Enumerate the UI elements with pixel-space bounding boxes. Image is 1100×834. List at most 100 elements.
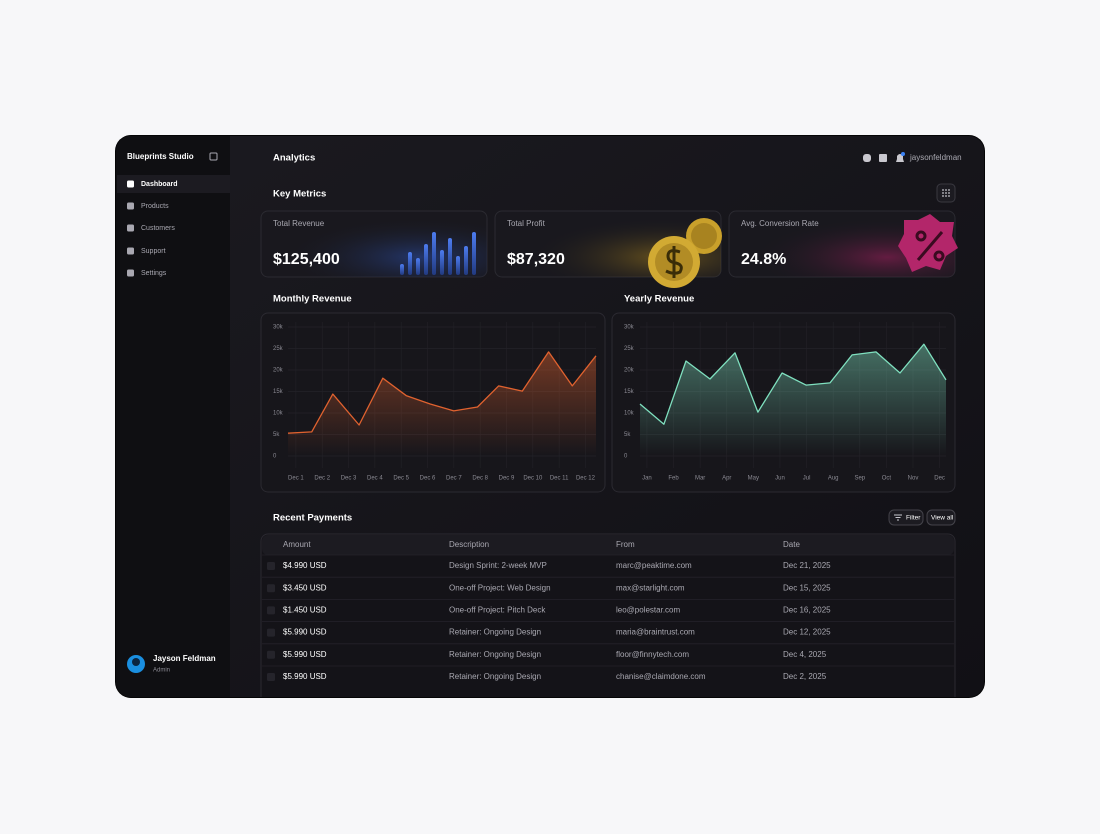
column-header: Date <box>783 540 800 549</box>
x-tick-label: Dec 11 <box>550 476 569 482</box>
page-title: Analytics <box>273 153 315 164</box>
table-cell: Retainer: Ongoing Design <box>449 628 541 637</box>
brand: Blueprints Studio <box>127 152 194 161</box>
view-all-button[interactable] <box>926 509 956 526</box>
area-line <box>639 343 947 425</box>
y-tick-label: 0 <box>624 454 628 460</box>
x-tick-label: Dec <box>934 476 945 482</box>
y-tick-label: 25k <box>273 346 284 352</box>
x-tick-label: Dec 6 <box>420 476 436 482</box>
table-cell: $5.990 USD <box>283 672 327 681</box>
table-cell: $5.990 USD <box>283 628 327 637</box>
nav-item[interactable]: Products <box>141 203 169 210</box>
table-cell: Dec 12, 2025 <box>783 628 831 637</box>
x-tick-label: Dec 4 <box>367 476 383 482</box>
section-title: Key Metrics <box>273 189 326 200</box>
table-cell: floor@finnytech.com <box>616 650 689 659</box>
nav-icon <box>127 247 134 255</box>
filter-label[interactable]: Filter <box>906 515 921 522</box>
area-fill <box>640 344 946 456</box>
chart-title: Yearly Revenue <box>624 294 694 305</box>
x-tick-label: Nov <box>908 476 919 482</box>
y-tick-label: 0 <box>273 454 277 460</box>
x-tick-label: Feb <box>668 476 679 482</box>
column-header: From <box>616 540 635 549</box>
x-tick-label: Aug <box>828 476 839 482</box>
notification-dot <box>901 152 905 156</box>
revenue-icon <box>400 232 476 275</box>
user-name: Jayson Feldman <box>153 654 216 663</box>
y-tick-label: 15k <box>273 389 284 395</box>
x-tick-label: Dec 10 <box>523 476 543 482</box>
table-cell: Dec 16, 2025 <box>783 606 831 615</box>
y-tick-label: 5k <box>624 432 631 438</box>
y-tick-label: 30k <box>624 325 635 331</box>
x-tick-label: Dec 8 <box>472 476 488 482</box>
calendar-icon[interactable] <box>879 154 887 162</box>
x-tick-label: Jul <box>803 476 811 482</box>
percent-icon <box>898 214 958 272</box>
y-tick-label: 15k <box>624 389 635 395</box>
avatar-face <box>132 658 140 666</box>
table-cell: Retainer: Ongoing Design <box>449 650 541 659</box>
area-fill <box>288 351 596 456</box>
chart-title: Monthly Revenue <box>273 294 352 305</box>
nav-item[interactable]: Settings <box>141 270 167 277</box>
y-tick-label: 30k <box>273 325 284 331</box>
nav-item[interactable]: Support <box>141 248 166 255</box>
table-cell: One-off Project: Pitch Deck <box>449 606 546 615</box>
nav-icon <box>127 180 134 188</box>
x-tick-label: Oct <box>882 476 892 482</box>
table-cell: maria@braintrust.com <box>616 628 695 637</box>
y-tick-label: 5k <box>273 432 280 438</box>
section-title: Recent Payments <box>273 513 352 524</box>
metric-value: $125,400 <box>273 251 340 268</box>
x-tick-label: Dec 5 <box>393 476 409 482</box>
y-tick-label: 10k <box>273 411 284 417</box>
filter-icon <box>894 514 902 521</box>
metric-value: 24.8% <box>741 251 786 268</box>
x-tick-label: Sep <box>854 476 865 482</box>
table-cell: $1.450 USD <box>283 606 327 615</box>
bell-icon[interactable] <box>896 154 904 162</box>
grid-icon <box>942 189 950 197</box>
row-checkbox[interactable] <box>267 673 275 681</box>
table-cell: One-off Project: Web Design <box>449 583 551 592</box>
sidebar <box>116 136 230 697</box>
nav-item[interactable]: Customers <box>141 225 175 232</box>
x-tick-label: Mar <box>695 476 705 482</box>
x-tick-label: Dec 3 <box>341 476 357 482</box>
table-header <box>262 535 954 555</box>
column-header: Amount <box>283 540 311 549</box>
y-tick-label: 20k <box>273 368 284 374</box>
x-tick-label: Dec 7 <box>446 476 462 482</box>
chat-icon[interactable] <box>863 154 871 162</box>
table-cell: Dec 4, 2025 <box>783 650 827 659</box>
metric-card-glow <box>261 211 487 277</box>
table-panel <box>260 533 956 697</box>
table-cell: Dec 15, 2025 <box>783 583 831 592</box>
filter-button[interactable] <box>888 509 924 526</box>
nav-icon <box>127 224 134 232</box>
metric-label: Avg. Conversion Rate <box>741 219 819 228</box>
row-checkbox[interactable] <box>267 628 275 637</box>
table-cell: $3.450 USD <box>283 583 327 592</box>
row-checkbox[interactable] <box>267 562 275 570</box>
row-checkbox[interactable] <box>267 650 275 659</box>
x-tick-label: Dec 12 <box>576 476 596 482</box>
metric-card-glow <box>729 211 955 277</box>
row-checkbox[interactable] <box>267 606 275 615</box>
y-tick-label: 10k <box>624 411 635 417</box>
metric-value: $87,320 <box>507 251 565 268</box>
table-cell: Dec 21, 2025 <box>783 561 831 570</box>
row-checkbox[interactable] <box>267 584 275 593</box>
x-tick-label: Jan <box>642 476 652 482</box>
collapse-button[interactable] <box>209 152 218 161</box>
y-tick-label: 25k <box>624 346 635 352</box>
nav-item[interactable]: Dashboard <box>141 181 178 188</box>
username[interactable]: jaysonfeldman <box>909 153 962 162</box>
table-cell: chanise@claimdone.com <box>616 672 706 681</box>
table-cell: Retainer: Ongoing Design <box>449 672 541 681</box>
view-all-label[interactable]: View all <box>931 515 954 522</box>
